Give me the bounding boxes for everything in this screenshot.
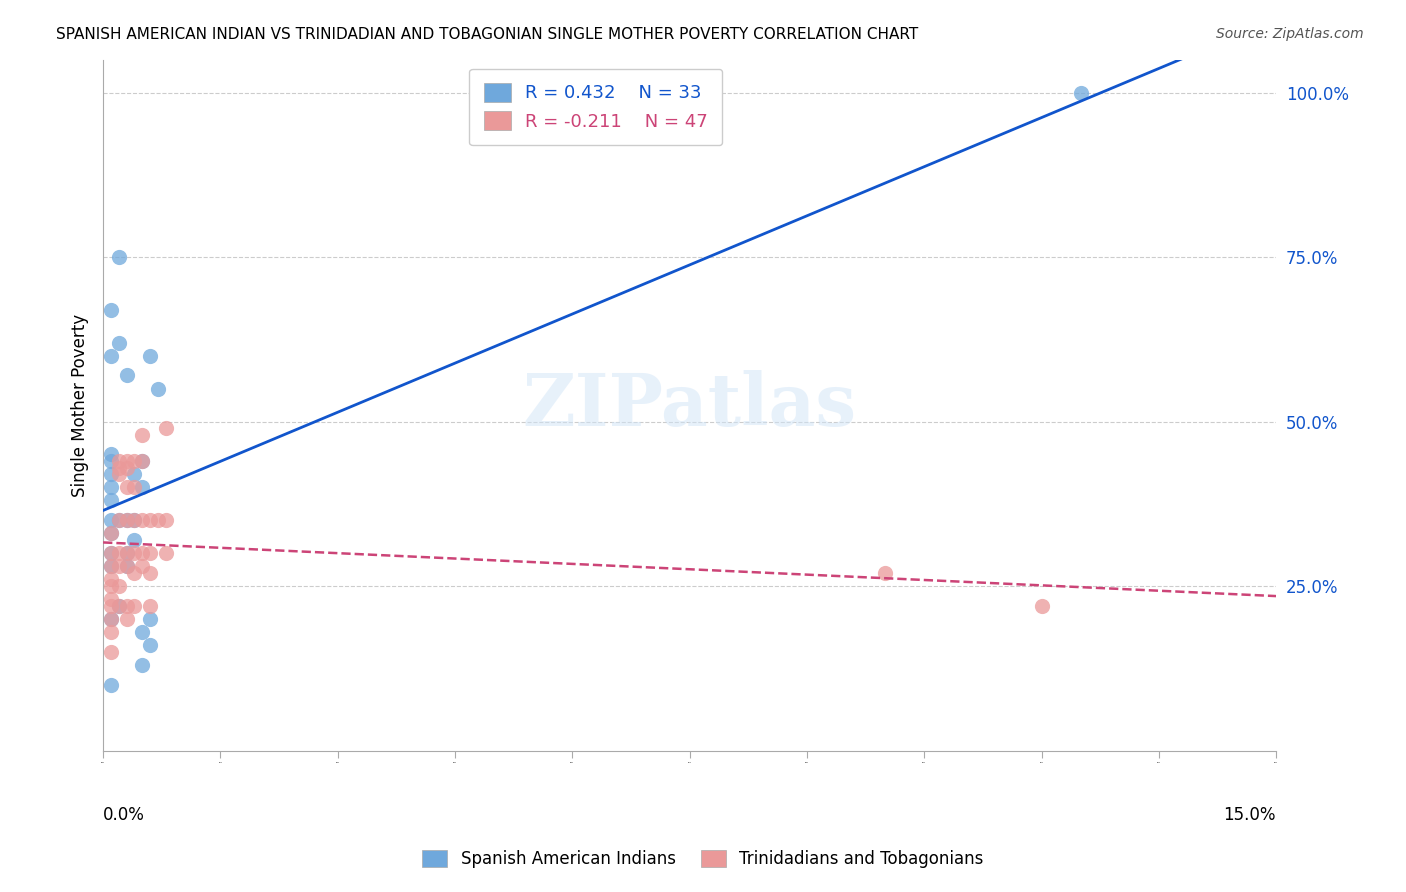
Point [100,579,122,593]
Point [100,625,122,640]
Point [1070,86,1092,100]
Point [124,533,146,547]
Point [124,513,146,527]
Point [115,513,138,527]
Legend: Spanish American Indians, Trinidadians and Tobagonians: Spanish American Indians, Trinidadians a… [416,843,990,875]
Point [115,546,138,560]
Point [100,493,122,508]
Point [107,579,129,593]
Point [100,454,122,468]
Point [131,454,153,468]
Point [107,559,129,574]
Point [100,592,122,607]
Point [107,250,129,264]
Point [115,559,138,574]
Point [124,513,146,527]
Point [100,559,122,574]
Point [139,513,162,527]
Point [131,454,153,468]
Point [139,612,162,626]
Point [1031,599,1053,613]
Point [100,599,122,613]
Point [100,645,122,659]
Point [124,467,146,482]
Point [131,658,153,673]
Point [107,460,129,475]
Point [139,599,162,613]
Point [155,513,177,527]
Point [124,566,146,580]
Point [131,546,153,560]
Point [100,526,122,541]
Point [124,454,146,468]
Text: 0.0%: 0.0% [103,805,145,824]
Point [115,368,138,383]
Point [139,638,162,652]
Point [124,599,146,613]
Point [107,467,129,482]
Point [100,559,122,574]
Point [100,480,122,494]
Point [107,335,129,350]
Point [100,573,122,587]
Point [131,427,153,442]
Text: Source: ZipAtlas.com: Source: ZipAtlas.com [1216,27,1364,41]
Point [139,566,162,580]
Point [100,513,122,527]
Point [100,302,122,317]
Point [100,612,122,626]
Point [107,454,129,468]
Point [146,382,169,396]
Legend: R = 0.432    N = 33, R = -0.211    N = 47: R = 0.432 N = 33, R = -0.211 N = 47 [470,69,723,145]
Point [131,559,153,574]
Point [107,513,129,527]
Point [155,546,177,560]
Point [107,599,129,613]
Point [115,559,138,574]
Point [100,447,122,461]
Point [100,678,122,692]
Point [155,421,177,435]
Point [115,480,138,494]
Point [131,513,153,527]
Point [124,480,146,494]
Point [124,546,146,560]
Point [100,526,122,541]
Point [131,480,153,494]
Point [131,625,153,640]
Text: 15.0%: 15.0% [1223,805,1277,824]
Point [115,599,138,613]
Point [107,599,129,613]
Point [107,546,129,560]
Text: ZIPatlas: ZIPatlas [523,369,856,441]
Point [115,460,138,475]
Point [100,467,122,482]
Point [100,546,122,560]
Point [115,546,138,560]
Y-axis label: Single Mother Poverty: Single Mother Poverty [72,313,89,497]
Point [100,546,122,560]
Point [146,513,169,527]
Point [875,566,897,580]
Text: SPANISH AMERICAN INDIAN VS TRINIDADIAN AND TOBAGONIAN SINGLE MOTHER POVERTY CORR: SPANISH AMERICAN INDIAN VS TRINIDADIAN A… [56,27,918,42]
Point [115,612,138,626]
Point [115,513,138,527]
Point [107,513,129,527]
Point [100,349,122,363]
Point [100,612,122,626]
Point [115,454,138,468]
Point [139,546,162,560]
Point [139,349,162,363]
